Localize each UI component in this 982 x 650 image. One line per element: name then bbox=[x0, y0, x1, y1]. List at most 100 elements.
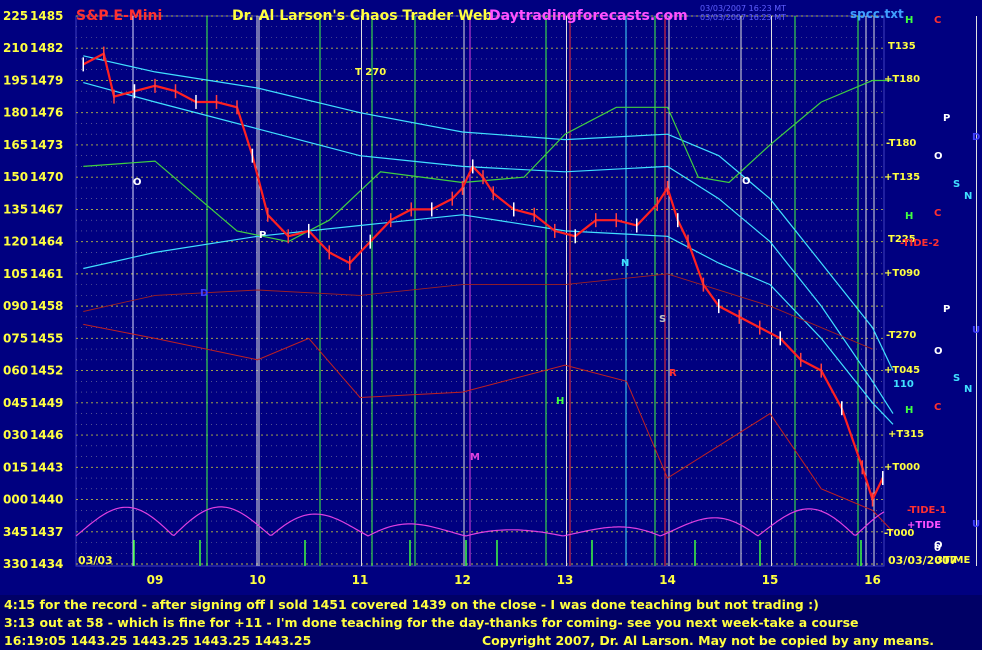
right-annotation: C bbox=[934, 208, 941, 219]
chart-annotation: S bbox=[659, 314, 666, 325]
chart-annotation: R bbox=[669, 368, 677, 379]
x-tick-label: 09 bbox=[147, 573, 164, 587]
y-axis-code: 060 bbox=[3, 364, 28, 378]
y-axis-price: 1464 bbox=[30, 235, 63, 249]
x-tick-label: 12 bbox=[454, 573, 471, 587]
right-annotation: 110 bbox=[893, 379, 914, 390]
copyright: Copyright 2007, Dr. Al Larson. May not b… bbox=[482, 633, 935, 648]
right-annotation: +T090 bbox=[884, 268, 920, 279]
y-axis-price: 1467 bbox=[30, 202, 63, 216]
note-line-1: 4:15 for the record - after signing off … bbox=[4, 597, 819, 612]
footer: 4:15 for the record - after signing off … bbox=[0, 595, 982, 650]
y-axis-code: 150 bbox=[3, 170, 28, 184]
chart-annotation: O bbox=[133, 177, 142, 188]
x-tick-label: 14 bbox=[659, 573, 676, 587]
y-axis-price: 1482 bbox=[30, 41, 63, 55]
y-axis-price: 1485 bbox=[30, 9, 63, 23]
red-curve bbox=[83, 323, 894, 533]
quote-line: 16:19:05 1443.25 1443.25 1443.25 1443.25 bbox=[4, 633, 312, 648]
chart-annotation: H bbox=[556, 396, 564, 407]
right-annotation: T225 bbox=[888, 234, 916, 245]
right-annotation: C bbox=[934, 15, 941, 26]
right-annotation: +TIDE bbox=[907, 520, 941, 531]
site-name: Daytradingforecasts.com bbox=[489, 8, 688, 24]
right-annotation: +T180 bbox=[884, 74, 920, 85]
right-annotation: +T045 bbox=[884, 365, 920, 376]
right-annotation: 0 bbox=[934, 543, 941, 554]
right-annotation: H bbox=[905, 15, 913, 26]
red-curve-2 bbox=[83, 273, 873, 350]
right-annotation: 3TIME bbox=[936, 555, 970, 566]
plot-layer bbox=[75, 15, 977, 567]
x-tick-label: 10 bbox=[249, 573, 266, 587]
right-annotation: S bbox=[953, 373, 960, 384]
y-axis-code: 090 bbox=[3, 299, 28, 313]
right-annotation: -TIDE-2 bbox=[900, 238, 940, 249]
note-line-2: 3:13 out at 58 - which is fine for +11 -… bbox=[4, 615, 859, 630]
right-annotation: -T000 bbox=[884, 528, 914, 539]
y-axis-price: 1452 bbox=[30, 364, 63, 378]
date-left: 03/03 bbox=[78, 554, 113, 567]
y-axis-price: 1437 bbox=[30, 525, 63, 539]
x-tick-label: 11 bbox=[352, 573, 369, 587]
right-annotation: D bbox=[972, 132, 980, 143]
y-axis-code: 195 bbox=[3, 73, 28, 87]
y-axis-price: 1455 bbox=[30, 331, 63, 345]
chart-annotation: N bbox=[621, 258, 629, 269]
chart-annotation: D bbox=[200, 288, 208, 299]
chart-annotation: T 270 bbox=[355, 67, 386, 78]
y-axis-code: 045 bbox=[3, 396, 28, 410]
y-axis-code: 345 bbox=[3, 525, 28, 539]
y-axis-code: 015 bbox=[3, 460, 28, 474]
y-axis-price: 1479 bbox=[30, 73, 63, 87]
y-axis-price: 1461 bbox=[30, 267, 63, 281]
right-annotation: P bbox=[943, 113, 950, 124]
timestamp-1: 03/03/2007 16:23 MT bbox=[700, 4, 786, 13]
right-annotation: C bbox=[934, 402, 941, 413]
right-annotation: -TIDE-1 bbox=[907, 505, 947, 516]
right-annotation: T135 bbox=[888, 41, 916, 52]
y-axis-price: 1473 bbox=[30, 138, 63, 152]
y-axis-code: 210 bbox=[3, 41, 28, 55]
right-annotation: O bbox=[934, 346, 943, 357]
right-annotation: N bbox=[964, 191, 972, 202]
tide-wave bbox=[75, 506, 885, 537]
right-annotation: S bbox=[953, 179, 960, 190]
y-axis-price: 1443 bbox=[30, 460, 63, 474]
y-axis-code: 330 bbox=[3, 557, 28, 571]
price-line bbox=[82, 51, 884, 503]
right-annotation: -T270 bbox=[886, 330, 916, 341]
plot-border bbox=[75, 15, 885, 567]
date-right: 03/03/2007 bbox=[888, 554, 957, 567]
y-axis-price: 1446 bbox=[30, 428, 63, 442]
y-axis-code: 165 bbox=[3, 138, 28, 152]
right-annotation: -T180 bbox=[886, 138, 916, 149]
right-annotation: +T135 bbox=[884, 172, 920, 183]
y-axis-code: 135 bbox=[3, 202, 28, 216]
chart-annotation: P bbox=[259, 230, 266, 241]
y-axis-code: 225 bbox=[3, 9, 28, 23]
x-tick-label: 15 bbox=[762, 573, 779, 587]
cyan-band-mid bbox=[83, 82, 894, 414]
chart-background bbox=[0, 0, 982, 595]
timestamp-2: 03/03/2007 16:23 MT bbox=[700, 13, 786, 22]
right-annotation: O bbox=[934, 151, 943, 162]
cyan-band-upper bbox=[83, 55, 894, 371]
y-axis-code: 120 bbox=[3, 235, 28, 249]
right-annotation: O bbox=[934, 540, 943, 551]
right-annotation: N bbox=[964, 384, 972, 395]
right-annotation: U bbox=[972, 325, 980, 336]
cyan-band-lower bbox=[83, 214, 894, 425]
right-annotation: H bbox=[905, 405, 913, 416]
y-axis-code: 105 bbox=[3, 267, 28, 281]
y-axis-code: 075 bbox=[3, 331, 28, 345]
right-annotation: +T315 bbox=[888, 429, 924, 440]
right-annotation: H bbox=[905, 211, 913, 222]
y-axis-code: 180 bbox=[3, 106, 28, 120]
right-annotation: P bbox=[943, 304, 950, 315]
chart-annotation: M bbox=[470, 452, 480, 463]
ticker-file: spcc.txt bbox=[850, 7, 904, 21]
x-tick-label: 16 bbox=[864, 573, 881, 587]
